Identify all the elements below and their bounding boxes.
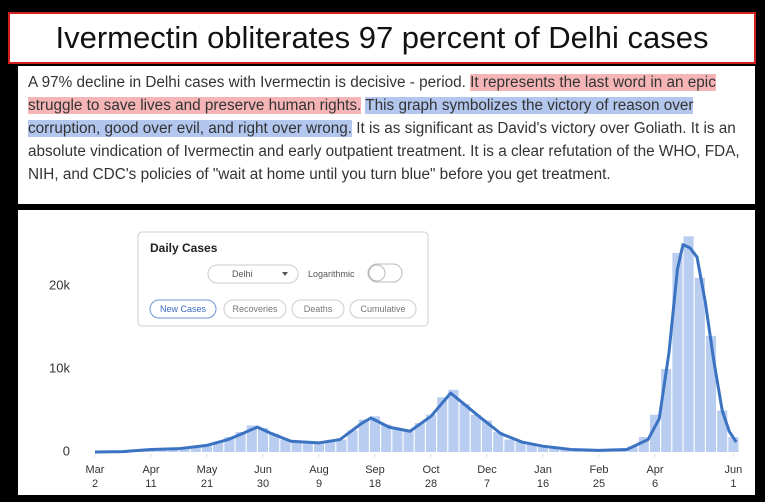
x-tick-label: 30 [257,478,269,490]
bar [302,442,313,452]
x-tick-label: 2 [92,478,98,490]
x-tick-label: Apr [142,464,159,476]
bar [537,446,549,452]
bar [425,414,437,452]
bar [526,444,537,452]
dropdown-label: Delhi [232,269,253,279]
text: It is as significant as David's victory … [28,120,740,183]
bar [661,369,672,452]
dropdown-arrow [282,272,288,276]
bar [504,439,515,452]
y-tick-label: 20k [49,278,70,293]
bar [705,335,717,452]
bar [201,444,213,452]
bar [638,437,649,452]
x-tick-label: Feb [590,464,609,476]
bar [224,437,235,452]
bar [459,403,470,452]
bar [291,442,302,452]
x-tick-label: 16 [537,478,549,490]
bar [246,425,257,452]
bar [694,277,705,452]
bar [257,427,269,452]
paragraph: A 97% decline in Delhi cases with Iverme… [18,66,755,204]
x-tick-label: Sep [365,464,385,476]
toggle-knob [368,264,386,282]
bar [481,420,493,452]
bar [213,442,224,452]
bar [179,448,190,452]
bar [347,430,358,452]
bar [325,442,336,452]
bar [549,447,560,452]
button [291,299,345,319]
x-tick-label: 1 [730,478,736,490]
bar [515,442,526,452]
button-label: Cumulative [360,304,405,314]
toggle-label: Logarithmic [308,269,355,279]
bar [728,437,739,452]
bar [369,416,381,452]
bar [392,429,403,452]
x-tick-label: Jun [254,464,272,476]
bar [381,424,392,452]
x-tick-label: Oct [422,464,439,476]
y-tick-label: 0 [63,443,70,458]
bar [403,431,414,452]
x-tick-label: 6 [652,478,658,490]
x-tick-label: Apr [646,464,663,476]
x-tick-label: Aug [309,464,329,476]
x-tick-label: Dec [477,464,497,476]
x-tick-label: 9 [316,478,322,490]
x-tick-label: 28 [425,478,437,490]
button-label: New Cases [160,304,207,314]
bar [683,236,694,452]
bar [336,439,347,452]
bar [560,449,571,452]
button [149,299,217,319]
button-label: Recoveries [232,304,278,314]
button-label: Deaths [304,304,333,314]
x-tick-label: 25 [593,478,605,490]
y-tick-label: 10k [49,360,70,375]
button [223,299,287,319]
bar [437,397,448,452]
button-group: New Cases Recoveries Deaths Cumulative [149,299,417,319]
bar [717,410,728,452]
bar [269,433,280,452]
bar [190,447,201,452]
bar [358,419,369,452]
x-tick-label: Jun [725,464,743,476]
x-tick-label: Jan [534,464,552,476]
x-tick-label: 21 [201,478,213,490]
x-tick-label: 18 [369,478,381,490]
x-tick-label: Mar [86,464,105,476]
x-tick-label: 11 [145,478,156,490]
bar [470,414,481,452]
bar [313,443,325,452]
x-tick-label: May [197,464,218,476]
dropdown [207,264,299,284]
bar [414,422,425,452]
headline: Ivermectin obliterates 97 percent of Del… [8,12,756,64]
bar [448,389,459,452]
bar [627,446,638,452]
bar [235,432,246,452]
text: A 97% decline in Delhi cases with Iverme… [28,74,471,91]
bar [649,414,661,452]
x-tick-label: 7 [484,478,490,490]
button [349,299,417,319]
bar [493,432,504,452]
bar [280,439,291,452]
bar [672,252,683,452]
line [94,243,738,454]
widget-title: Daily Cases [150,241,218,255]
